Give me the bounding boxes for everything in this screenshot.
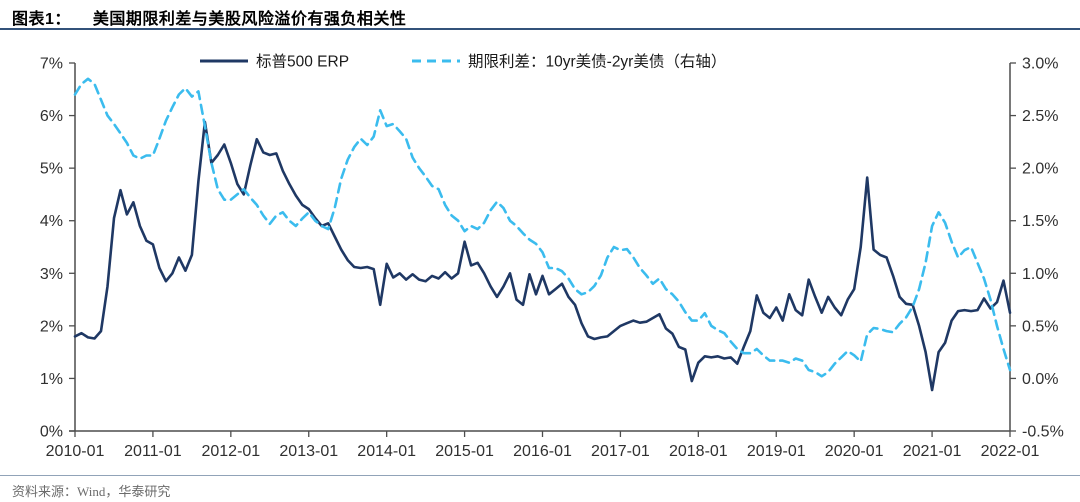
x-axis-label: 2010-01 <box>46 443 105 460</box>
y-axis-right-label: 2.5% <box>1022 108 1058 125</box>
x-axis-label: 2018-01 <box>669 443 728 460</box>
y-axis-right-label: 1.0% <box>1022 266 1058 283</box>
figure-title: 美国期限利差与美股风险溢价有强负相关性 <box>92 11 407 28</box>
y-axis-right-label: 3.0% <box>1022 56 1058 73</box>
chart-area: 7% 6% 5% 4% 3% 2% 1% 0% 3.0% 2.5% 2.0% 1.5% 1.0% 0.5%… <box>0 30 1080 475</box>
x-axis-label: 2012-01 <box>201 443 260 460</box>
y-axis-left-label: 5% <box>40 161 63 178</box>
y-axis-left-label: 6% <box>40 108 63 125</box>
legend-label-1: 期限利差：10yr美债-2yr美债（右轴） <box>468 53 726 71</box>
y-axis-left-label: 1% <box>40 371 63 388</box>
y-axis-left-label: 7% <box>40 56 63 73</box>
source-note: 资料来源：Wind，华泰研究 <box>12 484 171 499</box>
x-axis-label: 2011-01 <box>124 443 182 460</box>
x-axis-label: 2017-01 <box>591 443 650 460</box>
figure-number: 图表1： <box>12 11 71 28</box>
y-axis-right-label: 0.0% <box>1022 371 1058 388</box>
line-chart-svg: 7% 6% 5% 4% 3% 2% 1% 0% 3.0% 2.5% 2.0% 1.5% 1.0% 0.5%… <box>40 53 1064 461</box>
legend-label-0: 标普500 ERP <box>256 53 349 71</box>
y-axis-right-label: 2.0% <box>1022 161 1058 178</box>
y-axis-left-label: 3% <box>40 266 63 283</box>
x-axis-label: 2021-01 <box>903 443 962 460</box>
figure-header: 图表1： 美国期限利差与美股风险溢价有强负相关性 <box>0 0 1080 30</box>
figure-footer: 资料来源：Wind，华泰研究 <box>0 475 1080 500</box>
x-axis-label: 2013-01 <box>279 443 338 460</box>
series-line-1 <box>73 77 1012 378</box>
y-axis-right-label: 1.5% <box>1022 213 1058 230</box>
series-line-0 <box>73 120 1012 392</box>
y-axis-left-label: 0% <box>40 424 63 441</box>
x-axis-label: 2014-01 <box>357 443 416 460</box>
y-axis-left-label: 2% <box>40 318 63 335</box>
x-axis-label: 2015-01 <box>435 443 494 460</box>
x-axis-label: 2016-01 <box>513 443 572 460</box>
x-axis-label: 2019-01 <box>747 443 806 460</box>
y-axis-right-label: -0.5% <box>1022 424 1064 441</box>
x-axis-label: 2020-01 <box>825 443 884 460</box>
y-axis-right-label: 0.5% <box>1022 318 1058 335</box>
x-axis-label: 2022-01 <box>981 443 1040 460</box>
y-axis-left-label: 4% <box>40 213 63 230</box>
